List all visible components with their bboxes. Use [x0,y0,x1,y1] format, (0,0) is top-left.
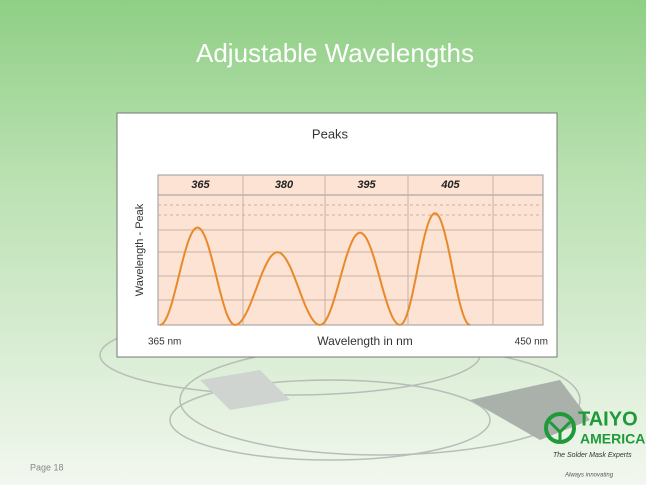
chart-title: Peaks [312,126,349,141]
logo: TAIYO AMERICA The Solder Mask Experts Al… [544,408,645,479]
grid [158,175,543,325]
range-label: 365 nm [148,337,181,348]
range-label: 450 nm [515,337,548,348]
column-header: 395 [357,179,376,191]
logo-tagline: The Solder Mask Experts [553,452,632,459]
wave-peak [319,231,401,326]
plot-area [157,174,544,326]
logo-name: TAIYO [578,408,638,430]
wave-peak [159,226,236,326]
logo-sub: AMERICA [580,431,645,447]
slide-title: Adjustable Wavelengths [196,38,474,68]
y-axis-label: Wavelength - Peak [134,203,146,296]
page-number: Page 18 [30,462,64,472]
wave-peak [234,251,321,326]
column-header: 380 [275,179,294,191]
column-header: 365 [191,179,210,191]
logo-footer: Always innovating [564,473,614,479]
wave-peak [399,212,471,326]
column-header: 405 [440,179,460,191]
x-axis-label: Wavelength in nm [317,334,413,348]
